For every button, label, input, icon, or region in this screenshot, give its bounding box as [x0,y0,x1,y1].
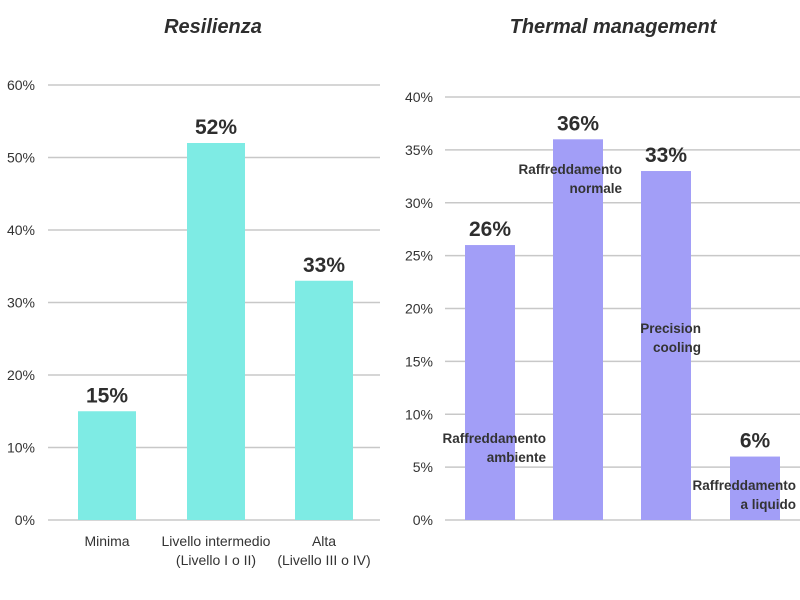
resilienza-y-tick-label: 60% [7,77,35,93]
resilienza-category-label-line: Livello intermedio [162,533,271,549]
thermal-y-tick-label: 15% [405,353,433,369]
thermal-category-label-line: Raffreddamento [518,162,622,177]
thermal-value-label: 33% [645,144,687,167]
thermal-category-label-line: Raffreddamento [442,431,546,446]
thermal-y-tick-label: 20% [405,301,433,317]
thermal-bar [553,139,603,521]
resilienza-y-tick-label: 0% [15,512,35,528]
resilienza-value-label: 15% [86,384,128,407]
resilienza-y-tick-label: 20% [7,367,35,383]
thermal-category-label-line: ambiente [487,450,547,465]
resilienza-category-label-line: Alta [312,533,336,549]
resilienza-y-tick-label: 30% [7,295,35,311]
resilienza-value-label: 52% [195,116,237,139]
resilienza-category-label-line: (Livello I o II) [176,552,256,568]
thermal-y-tick-label: 40% [405,89,433,105]
resilienza-chart: Resilienza 0% 10% 20% 30% 40% 50% 60% 15% Minima… [7,16,380,568]
thermal-category-label-line: cooling [653,340,701,355]
resilienza-category-label: Livello intermedio (Livello I o II) [162,533,271,568]
thermal-value-label: 6% [740,430,771,453]
thermal-category-label-line: normale [569,181,622,196]
thermal-category-label: Raffreddamento ambiente [442,431,546,465]
thermal-category-label-line: Precision [640,321,701,336]
thermal-category-label-line: Raffreddamento [692,478,796,493]
thermal-category-label: Raffreddamento a liquido [692,478,796,512]
thermal-category-label: Precision cooling [640,321,701,355]
resilienza-category-label: Alta (Livello III o IV) [277,533,370,568]
thermal-management-chart: Thermal management 0% 5% 10% 15% 20% 25% 30% 35… [405,16,800,528]
resilienza-y-tick-label: 50% [7,150,35,166]
thermal-y-tick-label: 0% [413,512,433,528]
resilienza-category-label: Minima [84,533,129,549]
thermal-y-tick-label: 35% [405,142,433,158]
resilienza-bar [78,411,136,520]
thermal-bar [641,171,691,520]
thermal-bar [730,456,780,520]
thermal-y-tick-label: 25% [405,248,433,264]
thermal-y-tick-label: 10% [405,406,433,422]
thermal-value-label: 36% [557,112,599,135]
resilienza-value-label: 33% [303,254,345,277]
thermal-category-label-line: a liquido [741,497,797,512]
resilienza-category-label-line: (Livello III o IV) [277,552,370,568]
resilienza-y-tick-label: 40% [7,222,35,238]
thermal-y-tick-label: 30% [405,195,433,211]
thermal-category-label: Raffreddamento normale [518,162,622,196]
resilienza-y-tick-label: 10% [7,440,35,456]
thermal-bar [465,245,515,521]
resilienza-category-label-line: Minima [84,533,129,549]
left-chart-title: Resilienza [164,16,262,38]
resilienza-bar [295,280,353,520]
thermal-y-tick-label: 5% [413,459,433,475]
right-chart-title: Thermal management [510,16,718,38]
thermal-value-label: 26% [469,218,511,241]
resilienza-bar [187,143,245,520]
